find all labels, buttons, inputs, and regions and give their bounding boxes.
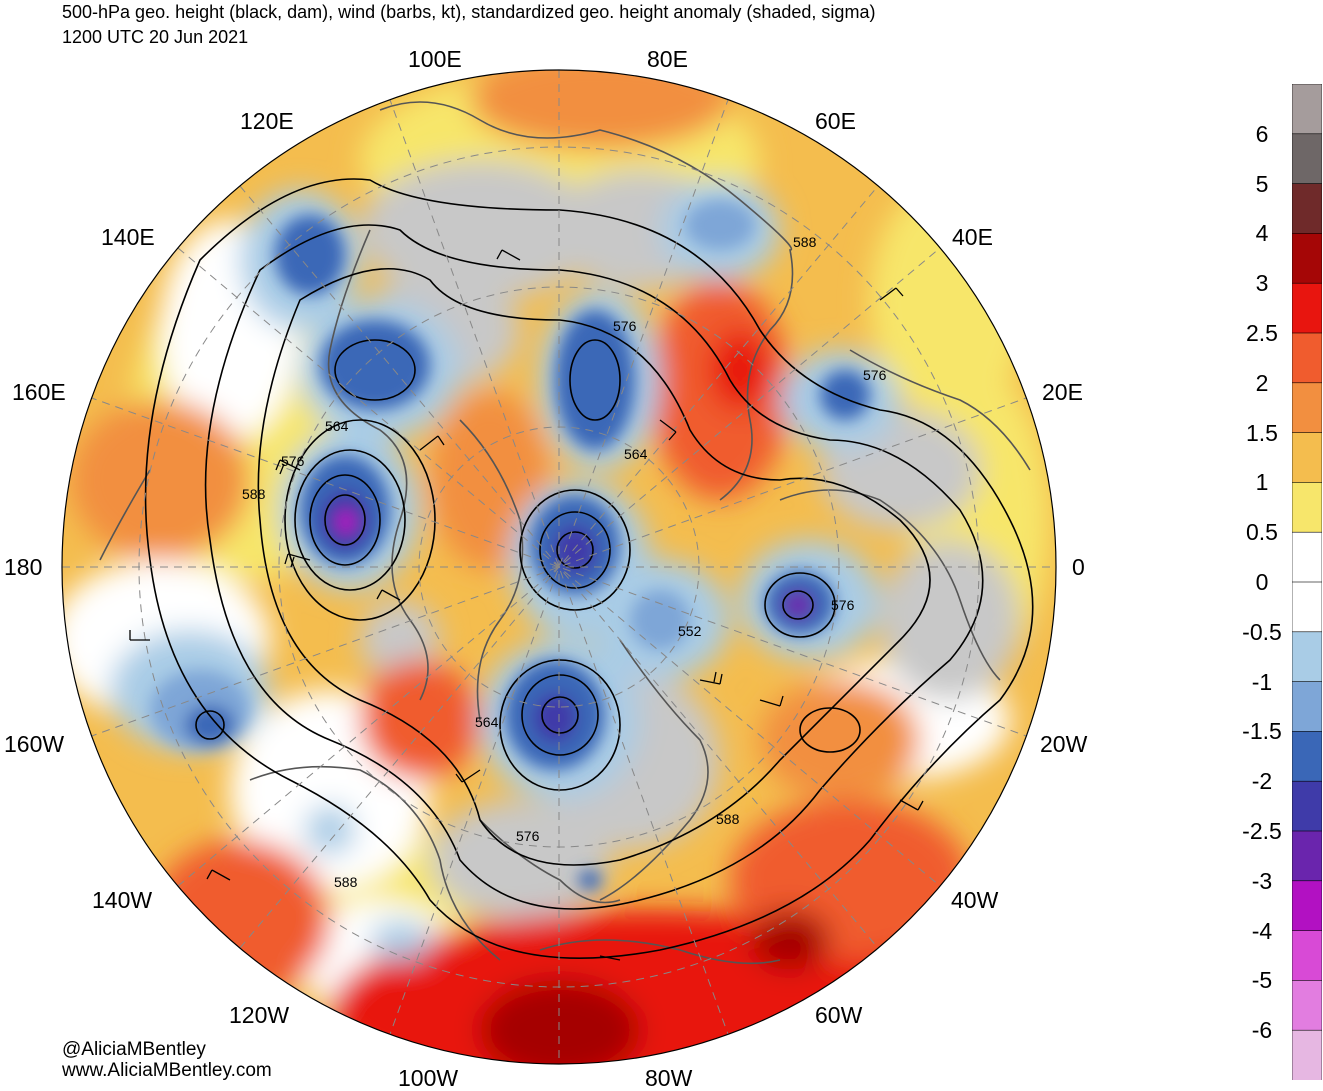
contour-labels: 564 576 588 576 588 564 552 576 564 588 …: [242, 234, 887, 890]
colorbar-label: -6: [1251, 1017, 1273, 1044]
lon-label-140e: 140E: [101, 224, 155, 250]
colorbar-swatch: [1292, 133, 1322, 185]
valid-time: 1200 UTC 20 Jun 2021: [62, 27, 249, 47]
colorbar-swatch: [1292, 1029, 1322, 1080]
lon-label-40w: 40W: [951, 887, 999, 913]
contour-label: 588: [334, 874, 358, 890]
lon-label-20e: 20E: [1042, 379, 1083, 405]
contour-label: 576: [831, 597, 855, 613]
colorbar-label: 5: [1255, 170, 1269, 197]
colorbar-label: 6: [1255, 120, 1269, 147]
colorbar-swatch: [1292, 233, 1322, 284]
colorbar-swatch: [1292, 432, 1322, 484]
wind-barbs: [129, 249, 924, 961]
colorbar-label: -1.5: [1242, 718, 1282, 745]
lon-label-140w: 140W: [92, 887, 153, 913]
contour-label: 576: [281, 453, 305, 469]
colorbar-swatch: [1292, 631, 1322, 683]
contour-label: 588: [716, 811, 740, 827]
coastlines: [99, 101, 1031, 965]
colorbar-swatch: [1292, 731, 1322, 783]
colorbar-swatch: [1292, 830, 1322, 882]
colorbar: [1292, 84, 1322, 1080]
lon-label-120e: 120E: [240, 108, 294, 134]
colorbar-label: 4: [1255, 220, 1269, 247]
colorbar-swatch: [1292, 482, 1322, 533]
contour-label: 564: [475, 714, 499, 730]
lon-label-0: 0: [1072, 554, 1085, 580]
colorbar-swatch: [1292, 880, 1322, 932]
lon-label-100e: 100E: [408, 46, 462, 72]
colorbar-label: -1: [1251, 668, 1273, 695]
height-contours: [144, 178, 1034, 959]
lon-label-120w: 120W: [229, 1002, 290, 1028]
colorbar-swatch: [1292, 581, 1322, 633]
colorbar-label: -2.5: [1242, 818, 1282, 844]
colorbar-label: -0.5: [1242, 618, 1282, 645]
colorbar-label: 1.5: [1246, 419, 1278, 446]
colorbar-swatch: [1292, 780, 1322, 832]
contour-label: 564: [624, 446, 648, 462]
lon-label-60e: 60E: [815, 108, 856, 134]
colorbar-swatch: [1292, 930, 1322, 982]
lon-label-20w: 20W: [1040, 731, 1088, 757]
colorbar-swatch: [1292, 681, 1322, 733]
colorbar-label: 0: [1255, 569, 1269, 595]
credit-twitter: @AliciaMBentley: [62, 1039, 206, 1060]
contour-label: 588: [793, 234, 817, 250]
contour-label: 576: [516, 828, 540, 844]
colorbar-swatch: [1292, 382, 1322, 434]
lon-label-80e: 80E: [647, 46, 688, 72]
colorbar-label: -2: [1251, 768, 1273, 795]
colorbar-label: 0.5: [1246, 519, 1278, 546]
contour-label: 576: [863, 367, 887, 383]
colorbar-label: 3: [1255, 270, 1269, 297]
contour-label: 588: [242, 486, 266, 502]
graticule: [62, 70, 1056, 1064]
contour-label: 552: [678, 623, 702, 639]
lon-label-160e: 160E: [12, 379, 66, 405]
colorbar-swatch: [1292, 183, 1322, 235]
map-boundary: [61, 69, 1057, 1065]
colorbar-swatch: [1292, 531, 1322, 583]
colorbar-label: 2: [1255, 369, 1269, 396]
anomaly-field: [62, 70, 1056, 1064]
colorbar-label: -4: [1251, 917, 1273, 944]
colorbar-swatch: [1292, 282, 1322, 334]
lon-label-160w: 160W: [4, 731, 65, 757]
colorbar-label: 2.5: [1246, 320, 1278, 346]
colorbar-label: -3: [1251, 867, 1273, 894]
lon-label-80w: 80W: [645, 1065, 693, 1091]
colorbar-swatch: [1292, 332, 1322, 384]
lon-label-180: 180: [4, 554, 43, 580]
credit-website: www.AliciaMBentley.com: [62, 1060, 272, 1081]
colorbar-swatch: [1292, 980, 1322, 1032]
colorbar-label: -5: [1251, 967, 1273, 994]
map-title: 500-hPa geo. height (black, dam), wind (…: [62, 2, 876, 22]
lon-label-60w: 60W: [815, 1002, 863, 1028]
contour-label: 576: [613, 318, 637, 334]
lon-label-100w: 100W: [398, 1065, 459, 1091]
lon-label-40e: 40E: [952, 224, 993, 250]
colorbar-swatch: [1292, 84, 1322, 135]
colorbar-label: 1: [1255, 469, 1269, 496]
contour-label: 564: [325, 418, 349, 434]
